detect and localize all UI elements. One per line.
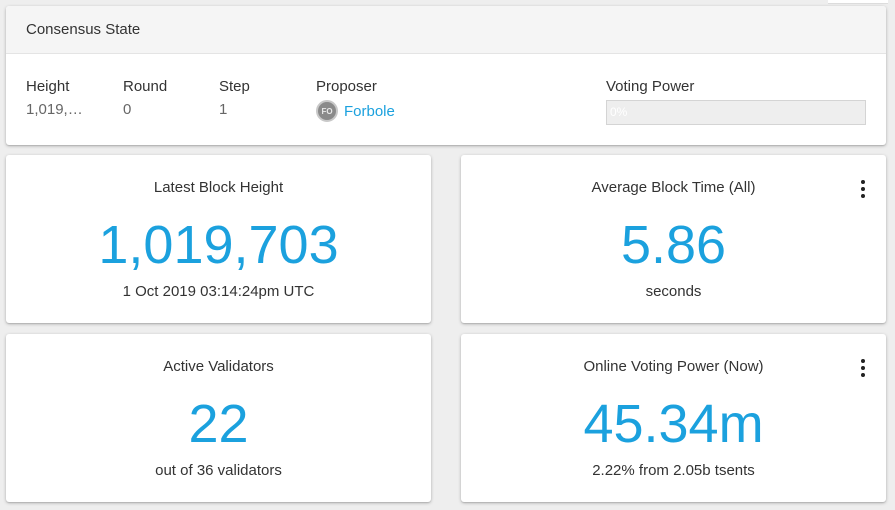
round-label: Round xyxy=(123,78,168,95)
active-validators-title: Active Validators xyxy=(163,358,274,375)
step-value: 1 xyxy=(219,101,228,118)
height-label: Height xyxy=(26,78,70,95)
online-voting-power-value: 45.34m xyxy=(583,394,764,454)
latest-block-height-title: Latest Block Height xyxy=(153,179,284,196)
step-label: Step xyxy=(219,78,250,95)
consensus-state-card: Consensus State Height 1,019,703 Round 0… xyxy=(6,6,886,145)
height-value: 1,019,703 xyxy=(26,101,90,118)
round-stat: Round 0 xyxy=(123,78,167,119)
online-voting-power-title: Online Voting Power (Now) xyxy=(583,358,764,375)
voting-power-label: Voting Power xyxy=(606,78,695,95)
more-vert-icon[interactable] xyxy=(858,180,868,198)
voting-power-percent: 0% xyxy=(610,105,628,119)
average-block-time-value: 5.86 xyxy=(620,215,727,275)
voting-power-progress: 0% xyxy=(606,100,866,125)
proposer-stat: Proposer FO Forbole xyxy=(316,78,395,122)
average-block-time-unit: seconds xyxy=(645,283,702,300)
latest-block-height-card: Latest Block Height 1,019,703 1 Oct 2019… xyxy=(6,155,431,323)
height-stat: Height 1,019,703 xyxy=(26,78,90,119)
active-validators-total: out of 36 validators xyxy=(155,462,282,479)
online-voting-power-card: Online Voting Power (Now) 45.34m 2.22% f… xyxy=(461,334,886,502)
average-block-time-title: Average Block Time (All) xyxy=(591,179,756,196)
voting-power-stat: Voting Power 0% xyxy=(606,78,866,125)
online-voting-power-detail: 2.22% from 2.05b tsents xyxy=(592,462,755,479)
proposer-link[interactable]: Forbole xyxy=(344,102,395,120)
latest-block-time: 1 Oct 2019 03:14:24pm UTC xyxy=(122,283,315,300)
latest-block-height-value: 1,019,703 xyxy=(98,215,339,275)
top-card-edge xyxy=(828,0,888,4)
proposer-row: FO Forbole xyxy=(316,100,395,122)
more-vert-icon[interactable] xyxy=(858,359,868,377)
active-validators-card: Active Validators 22 out of 36 validator… xyxy=(6,334,431,502)
average-block-time-card: Average Block Time (All) 5.86 seconds xyxy=(461,155,886,323)
active-validators-value: 22 xyxy=(188,394,249,454)
proposer-avatar: FO xyxy=(316,100,338,122)
consensus-state-title: Consensus State xyxy=(6,6,886,54)
step-stat: Step 1 xyxy=(219,78,250,119)
proposer-label: Proposer xyxy=(316,78,377,95)
round-value: 0 xyxy=(123,101,132,118)
